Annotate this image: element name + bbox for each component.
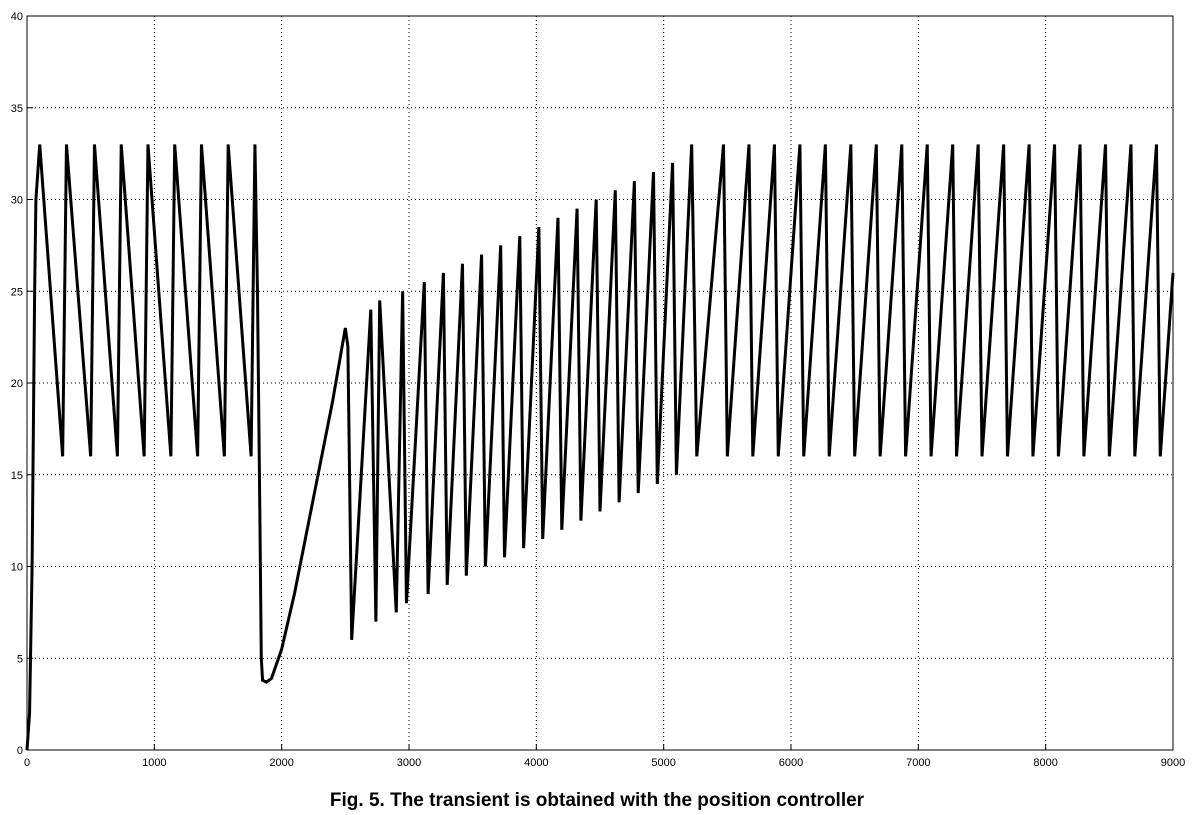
y-tick-label: 20 xyxy=(11,378,23,390)
x-tick-label: 1000 xyxy=(142,757,166,769)
plot-series xyxy=(25,144,1175,751)
y-tick-label: 30 xyxy=(11,195,23,207)
chart: 0 5 10 15 20 25 30 35 40 0 1000 2000 3000 4000 5000 60… xyxy=(11,11,1185,769)
y-tick-label: 10 xyxy=(11,562,23,574)
x-tick-label: 3000 xyxy=(397,757,421,769)
x-tick-label: 5000 xyxy=(651,757,675,769)
x-axis-ticks: 0 1000 2000 3000 4000 5000 6000 7000 8000 9000 xyxy=(24,744,1185,769)
y-axis-ticks: 0 5 10 15 20 25 30 35 40 xyxy=(11,11,33,757)
axes-frame xyxy=(26,15,1174,751)
x-tick-label: 9000 xyxy=(1161,757,1185,769)
series-line-1 xyxy=(25,144,1175,751)
y-tick-label: 0 xyxy=(17,745,23,757)
x-tick-label: 2000 xyxy=(269,757,293,769)
figure-caption: Fig. 5. The transient is obtained with t… xyxy=(329,790,865,811)
x-tick-label: 0 xyxy=(24,757,30,769)
x-tick-label: 6000 xyxy=(779,757,803,769)
y-tick-label: 25 xyxy=(11,286,23,298)
x-tick-label: 4000 xyxy=(524,757,548,769)
y-tick-label: 5 xyxy=(17,653,23,665)
y-tick-label: 15 xyxy=(11,470,23,482)
x-tick-label: 8000 xyxy=(1033,757,1057,769)
x-tick-label: 7000 xyxy=(906,757,930,769)
y-tick-label: 35 xyxy=(11,103,23,115)
y-tick-label: 40 xyxy=(11,11,23,23)
